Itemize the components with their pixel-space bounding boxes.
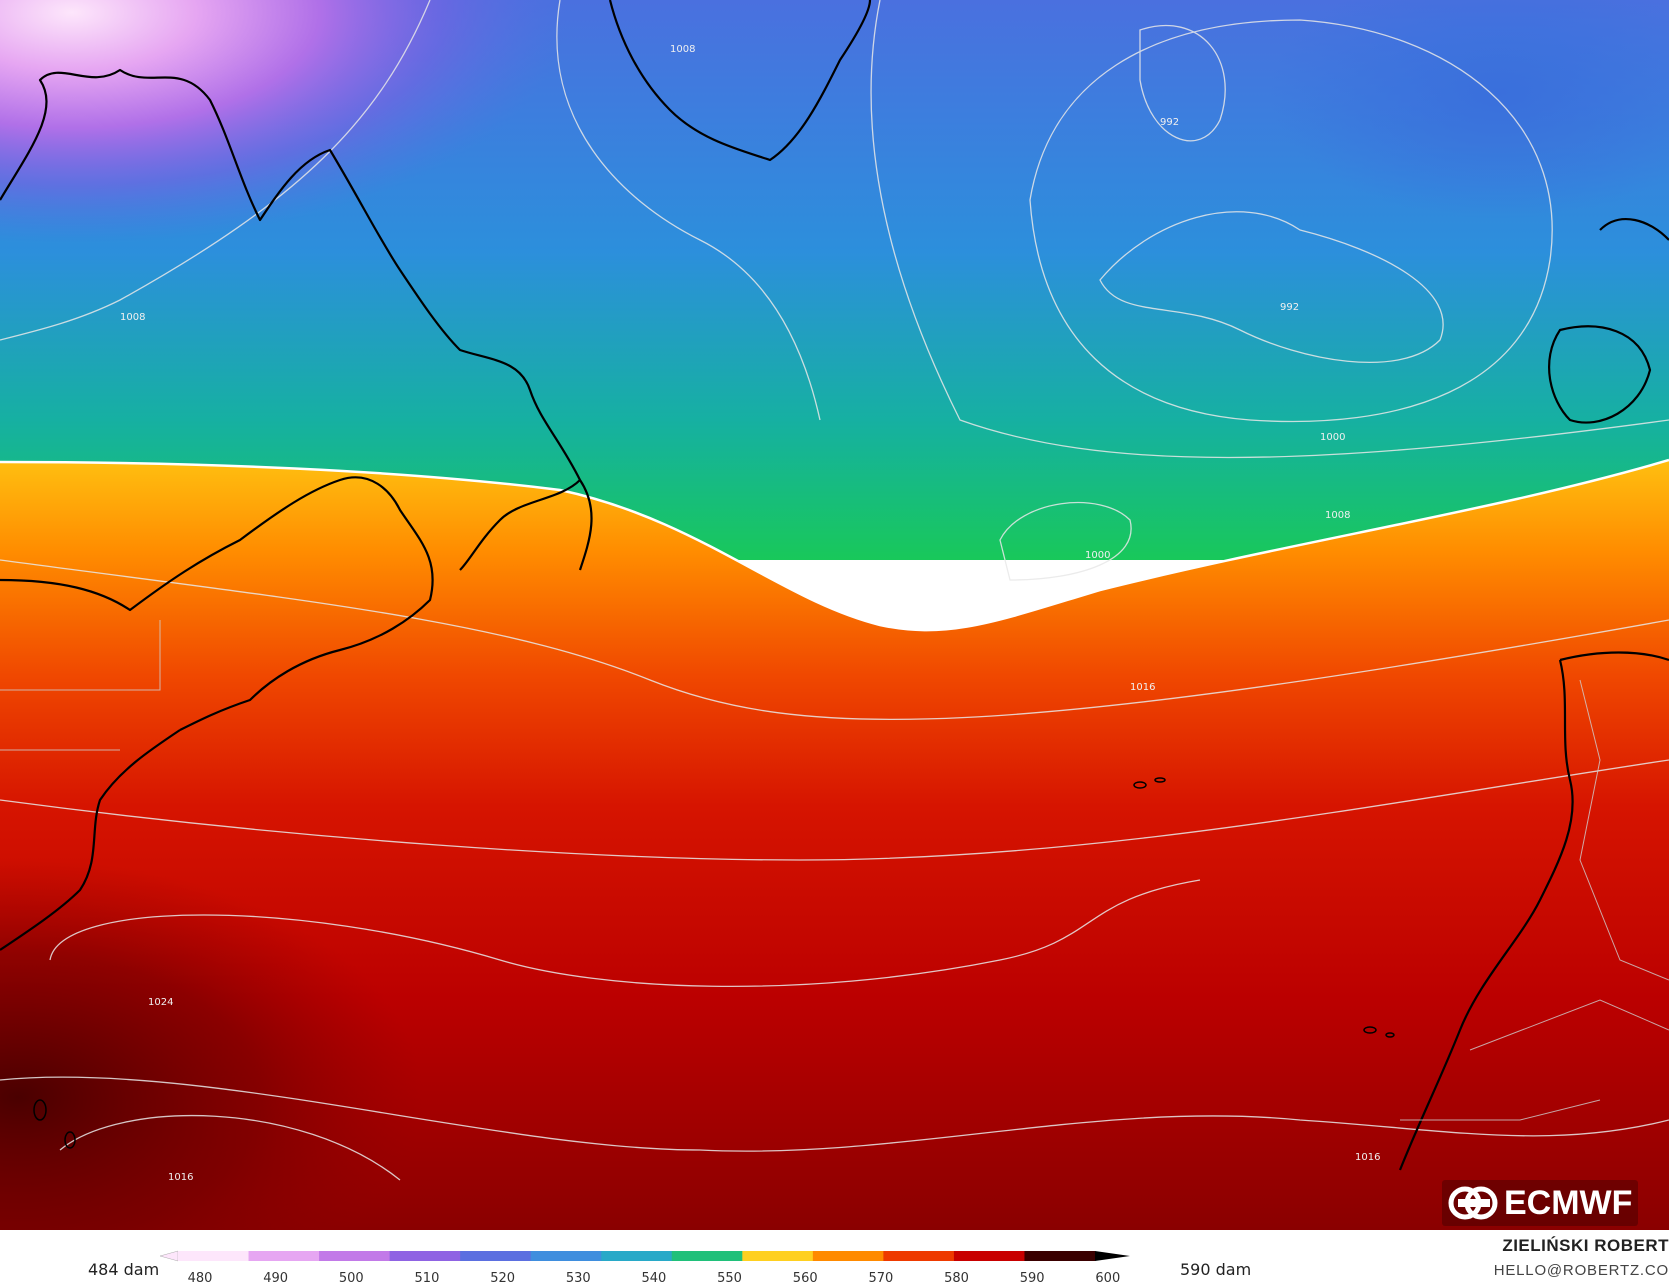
ecmwf-logo: ECMWF xyxy=(1442,1180,1639,1226)
colorbar-swatch xyxy=(671,1251,743,1261)
colorbar-tick-label: 510 xyxy=(415,1271,440,1286)
colorbar-tick-label: 570 xyxy=(868,1271,893,1286)
colorbar-max-arrow xyxy=(1095,1251,1130,1261)
colorbar-swatch xyxy=(178,1251,250,1261)
isobar-labels: 1008 992 992 1008 1000 1008 1000 1016 1024 1016 10… xyxy=(120,44,1380,1183)
colorbar: 480 490 500 510 520 530 540 550 560 570 580 590 600 xyxy=(160,1250,1130,1286)
author-name: ZIELIŃSKI ROBERT xyxy=(1502,1236,1669,1255)
isobar-lines xyxy=(0,0,1669,1181)
geopotential-map: 1008 992 992 1008 1000 1008 1000 1016 1024 1016 10… xyxy=(0,0,1669,1230)
author-email: HELLO@ROBERTZ.CO xyxy=(1493,1262,1669,1279)
colorbar-max-label: 590 dam xyxy=(1180,1260,1252,1279)
isobar-label: 1008 xyxy=(1325,510,1350,521)
colorbar-swatch xyxy=(812,1251,884,1261)
colorbar-tick-label: 500 xyxy=(339,1271,364,1286)
political-borders xyxy=(0,620,1669,1121)
colorbar-swatch xyxy=(1024,1251,1096,1261)
colorbar-min-label: 484 dam xyxy=(88,1260,160,1279)
colorbar-swatch xyxy=(742,1251,814,1261)
isobar-label: 1000 xyxy=(1320,432,1345,443)
isobar-label: 1008 xyxy=(670,44,695,55)
isobar-label: 1016 xyxy=(1130,682,1155,693)
colorbar-tick-label: 490 xyxy=(263,1271,288,1286)
colorbar-swatch xyxy=(248,1251,320,1261)
colorbar-tick-label: 540 xyxy=(642,1271,667,1286)
colorbar-tick-label: 530 xyxy=(566,1271,591,1286)
colorbar-min-arrow xyxy=(160,1250,179,1262)
isobar-label: 1016 xyxy=(168,1172,193,1183)
isobar-label: 992 xyxy=(1280,302,1299,313)
colorbar-tick-label: 480 xyxy=(188,1271,213,1286)
dark-core-overlay xyxy=(0,700,900,1230)
colorbar-tick-label: 580 xyxy=(944,1271,969,1286)
boundary-line xyxy=(0,458,1669,632)
ecmwf-logo-icon xyxy=(1448,1186,1498,1220)
isobar-label: 1008 xyxy=(120,312,145,323)
ecmwf-logo-text: ECMWF xyxy=(1504,1183,1633,1222)
colorbar-tick-label: 560 xyxy=(793,1271,818,1286)
colorbar-tick-label: 550 xyxy=(717,1271,742,1286)
isobar-label: 1016 xyxy=(1355,1152,1380,1163)
colorbar-swatch xyxy=(530,1251,602,1261)
blue-low-overlay xyxy=(900,0,1669,420)
colorbar-swatch xyxy=(389,1251,461,1261)
colorbar-swatch xyxy=(953,1251,1025,1261)
isobar-label: 992 xyxy=(1160,117,1179,128)
colorbar-tick-label: 590 xyxy=(1020,1271,1045,1286)
colorbar-swatch xyxy=(319,1251,391,1261)
isobar-label: 1024 xyxy=(148,997,173,1008)
colorbar-swatch xyxy=(883,1251,955,1261)
colorbar-swatch xyxy=(601,1251,673,1261)
isobar-label: 1000 xyxy=(1085,550,1110,561)
deep-low-overlay xyxy=(0,0,900,420)
coastlines xyxy=(0,0,1669,1171)
colorbar-tick-label: 600 xyxy=(1095,1271,1120,1286)
colorbar-tick-label: 520 xyxy=(490,1271,515,1286)
islands xyxy=(33,777,1395,1149)
colorbar-swatch xyxy=(460,1251,532,1261)
